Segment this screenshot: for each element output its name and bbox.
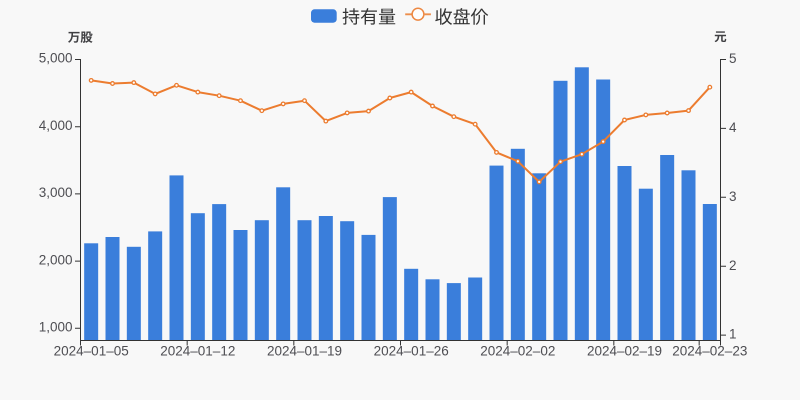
svg-text:2024–01–19: 2024–01–19 [267,344,342,359]
svg-text:2: 2 [729,258,737,273]
svg-text:3: 3 [729,189,737,204]
svg-text:1,000: 1,000 [39,320,73,335]
svg-text:3,000: 3,000 [39,185,73,200]
svg-text:2024–02–19: 2024–02–19 [587,344,662,359]
svg-text:2024–01–05: 2024–01–05 [54,344,129,359]
svg-text:2024–02–02: 2024–02–02 [480,344,555,359]
svg-text:4: 4 [729,120,737,135]
svg-text:2024–02–23: 2024–02–23 [672,344,747,359]
svg-text:2,000: 2,000 [39,252,73,267]
svg-text:5,000: 5,000 [39,51,73,66]
svg-text:5: 5 [729,51,737,66]
svg-text:2024–01–26: 2024–01–26 [374,344,449,359]
svg-text:4,000: 4,000 [39,118,73,133]
svg-text:1: 1 [729,327,737,342]
svg-text:2024–01–12: 2024–01–12 [160,344,235,359]
